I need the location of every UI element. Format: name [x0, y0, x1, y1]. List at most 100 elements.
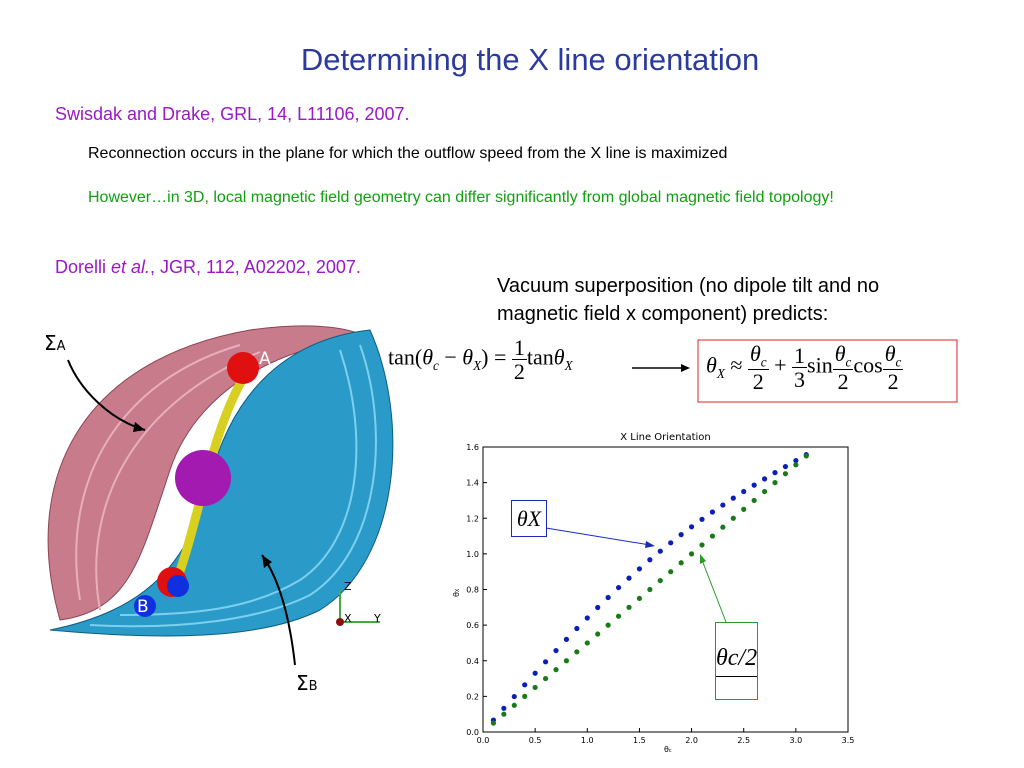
- eq-text: sin: [807, 352, 833, 378]
- eq-text: cos: [853, 352, 883, 378]
- fraction: θc 2: [832, 341, 854, 393]
- point: [553, 667, 559, 673]
- eq-text: c: [895, 354, 902, 370]
- y-tick-label: 1.6: [466, 443, 479, 452]
- eq-text: +: [774, 352, 787, 378]
- label-part: X: [455, 588, 461, 592]
- y-tick-label: 1.0: [466, 550, 479, 559]
- label-part: θ: [452, 592, 461, 597]
- equation: θX ≈ θc 2 + 1 3 sin θc 2 cos θc 2: [706, 341, 904, 395]
- point: [688, 524, 695, 530]
- y-tick-label: 0.6: [466, 621, 479, 630]
- point: [772, 480, 778, 486]
- annotation-arrow: [545, 527, 651, 546]
- sigma-b: ΣB: [296, 671, 318, 695]
- field-line: [89, 344, 377, 628]
- bullet: Reconnection occurs in the plane for whi…: [88, 145, 728, 162]
- arrow-head: [681, 364, 690, 372]
- legend-box: θX: [511, 500, 547, 537]
- eq-text: X: [564, 358, 573, 374]
- point: [647, 557, 653, 563]
- eq-text: ) =: [481, 344, 507, 370]
- point: [751, 482, 757, 488]
- label-part: c: [669, 748, 672, 754]
- eq-text: c: [760, 354, 767, 370]
- point: [793, 457, 799, 464]
- annotation-arrow-head: [645, 541, 655, 548]
- point: [553, 647, 559, 654]
- null-b-blue: [167, 575, 189, 597]
- point: [542, 659, 549, 665]
- x-tick-label: 1.5: [633, 736, 646, 745]
- point: [636, 595, 643, 602]
- reference: Swisdak and Drake, GRL, 14, L11106, 2007…: [55, 104, 410, 124]
- point: [709, 509, 716, 515]
- eq-text: 2: [752, 369, 764, 395]
- y-tick-label: 0.0: [466, 728, 479, 737]
- equation: tan(θc − θX) = 1 2 tanθX: [388, 336, 573, 383]
- point: [511, 693, 517, 700]
- point: [584, 640, 590, 646]
- eq-text: θ: [553, 344, 565, 370]
- x-tick-label: 0.0: [477, 736, 490, 745]
- axis-x: [336, 618, 344, 626]
- point: [626, 604, 632, 610]
- chart: X Line Orientation 0.0 0.5 1.0 1.5 2.0 2.5 3.0 3…: [452, 432, 854, 754]
- point: [720, 524, 726, 530]
- point: [584, 615, 590, 621]
- point: [501, 705, 507, 711]
- eq-text: θ: [706, 352, 717, 378]
- plot-area: [482, 446, 849, 733]
- point: [595, 631, 601, 637]
- x-tick-label: 3.0: [789, 736, 802, 745]
- y-tick-label: 1.4: [466, 479, 479, 488]
- y-axis-label: θX: [452, 588, 461, 597]
- point: [511, 702, 517, 708]
- annotation-arrow: [701, 559, 727, 623]
- fraction: θc 2: [747, 342, 769, 395]
- y-tick-label: 1.2: [466, 514, 479, 523]
- eq-text: θ: [422, 344, 434, 370]
- arrow: [67, 359, 146, 431]
- reference: Dorelli et al., JGR, 112, A02202, 2007.: [55, 257, 361, 278]
- point: [709, 533, 716, 539]
- point: [542, 675, 549, 682]
- point: [522, 693, 528, 699]
- point: [741, 488, 747, 495]
- x-tick-label: 2.0: [685, 736, 698, 745]
- y-tick-label: 0.2: [466, 692, 479, 701]
- point: [605, 622, 611, 628]
- text: et al.: [111, 257, 151, 277]
- axis-label: X: [344, 612, 352, 625]
- point: [595, 604, 601, 611]
- point: [782, 463, 789, 470]
- point: [605, 594, 611, 601]
- point: [793, 462, 799, 468]
- field-line: [119, 349, 358, 616]
- point: [563, 636, 570, 642]
- field-line: [75, 344, 241, 601]
- point: [668, 569, 674, 575]
- eq-text: ≈: [730, 352, 743, 378]
- eq-text: θ: [884, 341, 896, 366]
- y-tick-label: 0.8: [466, 586, 479, 595]
- label-a: A: [259, 349, 271, 369]
- x-tick-label: 1.0: [581, 736, 594, 745]
- legend-text: θc/2: [715, 645, 758, 671]
- point: [574, 649, 580, 655]
- point: [720, 502, 726, 508]
- point: [615, 613, 622, 619]
- point: [668, 540, 674, 546]
- eq-text: θ: [462, 344, 474, 370]
- point: [699, 516, 705, 522]
- eq-text: θ: [834, 341, 846, 366]
- point: [741, 506, 747, 512]
- point: [761, 488, 768, 495]
- point: [688, 551, 695, 557]
- point: [563, 658, 570, 664]
- x-axis-label: θc: [664, 745, 672, 754]
- legend-box: θc/2: [715, 622, 758, 700]
- fraction: θc 2: [882, 341, 904, 393]
